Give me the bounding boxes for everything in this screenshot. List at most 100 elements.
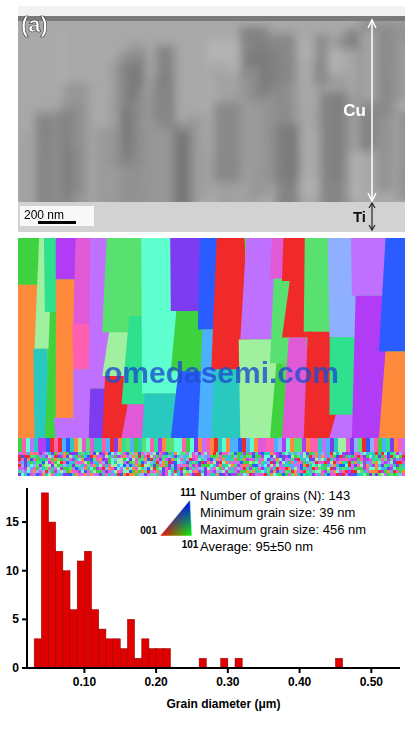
ebsd-noise [252,461,255,464]
ebsd-noise [390,455,393,458]
ebsd-noise [297,470,300,473]
ebsd-noise [303,473,306,476]
ebsd-noise [27,458,30,461]
ebsd-noise [333,458,336,461]
ebsd-noise [225,461,228,464]
ebsd-noise [123,458,126,461]
ebsd-noise [258,464,261,467]
ebsd-noise [192,470,195,473]
ebsd-noise [348,464,351,467]
ebsd-noise [150,455,153,458]
ebsd-noise [207,464,210,467]
ebsd-noise [90,461,93,464]
ebsd-noise [39,461,42,464]
ebsd-noise [354,452,357,455]
ebsd-noise [171,467,174,470]
ebsd-noise [156,470,159,473]
x-tick [299,668,301,673]
ebsd-noise [393,473,396,476]
ebsd-noise [276,470,279,473]
ebsd-noise [375,473,378,476]
ebsd-noise [231,473,234,476]
figure: (a)CuTi200 nmomedasemi.com0510150.100.20… [0,0,410,729]
ebsd-noise [57,473,60,476]
ebsd-noise [114,461,117,464]
ebsd-noise [129,452,132,455]
bar [199,658,206,668]
ebsd-noise [78,467,81,470]
ebsd-fine-grain [202,438,206,452]
x-axis [27,667,400,669]
ebsd-noise [285,464,288,467]
ebsd-fine-grain [326,438,330,452]
ebsd-noise [348,452,351,455]
ebsd-noise [291,458,294,461]
ebsd-noise [237,464,240,467]
scale-bar-label: 200 nm [24,208,64,222]
ebsd-noise [171,458,174,461]
y-tick-label: 5 [12,612,19,626]
ebsd-noise [42,467,45,470]
ebsd-noise [192,467,195,470]
ebsd-noise [60,452,63,455]
ebsd-noise [240,470,243,473]
watermark: omedasemi.com [104,356,339,389]
ebsd-fine-grain [186,438,190,452]
ebsd-noise [300,452,303,455]
ebsd-noise [312,455,315,458]
ebsd-noise [342,473,345,476]
ebsd-noise [48,470,51,473]
ebsd-noise [201,461,204,464]
ebsd-noise [114,455,117,458]
ebsd-noise [147,473,150,476]
ebsd-noise [360,464,363,467]
ebsd-noise [288,470,291,473]
ebsd-noise [330,461,333,464]
ebsd-noise [189,461,192,464]
ebsd-noise [51,470,54,473]
ebsd-noise [255,461,258,464]
ebsd-noise [81,470,84,473]
ebsd-noise [363,452,366,455]
ebsd-noise [399,467,402,470]
ebsd-noise [327,473,330,476]
ebsd-noise [264,470,267,473]
ebsd-noise [291,473,294,476]
ebsd-noise [195,473,198,476]
ebsd-fine-grain [78,438,82,452]
ebsd-noise [324,470,327,473]
ebsd-noise [222,470,225,473]
ebsd-noise [66,452,69,455]
ebsd-noise [348,473,351,476]
ebsd-noise [147,467,150,470]
ebsd-noise [399,464,402,467]
ebsd-noise [282,473,285,476]
ebsd-noise [30,464,33,467]
ebsd-noise [252,452,255,455]
ebsd-noise [327,458,330,461]
ebsd-noise [363,473,366,476]
ebsd-noise [123,464,126,467]
ebsd-noise [135,458,138,461]
ebsd-noise [147,452,150,455]
ebsd-noise [387,455,390,458]
ebsd-noise [102,455,105,458]
ebsd-noise [120,455,123,458]
tem-grain [213,102,242,182]
bar [99,629,106,668]
ebsd-noise [336,455,339,458]
ebsd-noise [123,473,126,476]
ebsd-noise [90,464,93,467]
ebsd-noise [339,473,342,476]
ebsd-noise [201,455,204,458]
ebsd-noise [297,467,300,470]
ebsd-noise [231,467,234,470]
ebsd-noise [258,452,261,455]
ebsd-noise [225,470,228,473]
ebsd-noise [192,473,195,476]
ebsd-noise [390,458,393,461]
ebsd-noise [324,461,327,464]
ebsd-noise [48,452,51,455]
ebsd-fine-grain [134,438,138,452]
ebsd-noise [375,467,378,470]
